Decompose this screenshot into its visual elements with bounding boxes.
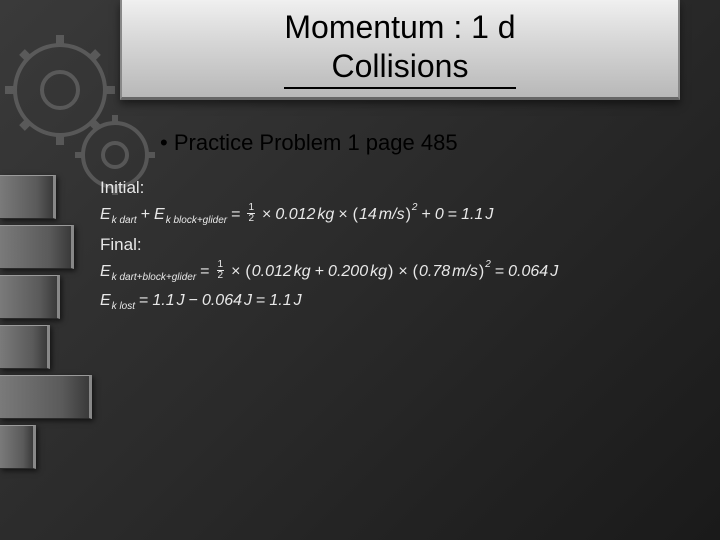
equation-initial: Ek dart + Ek block+glider = 12 × 0.012 k…: [100, 204, 690, 225]
bullet-text: Practice Problem 1 page 485: [174, 130, 458, 155]
equation-lost: Ek lost = 1.1 J − 0.064 J = 1.1 J: [100, 292, 690, 310]
title-line-1: Momentum : 1 d: [284, 9, 515, 45]
final-label: Final:: [100, 235, 690, 255]
content-area: Initial: Ek dart + Ek block+glider = 12 …: [100, 170, 690, 320]
initial-label: Initial:: [100, 178, 690, 198]
title-line-2: Collisions: [332, 48, 469, 84]
equation-final: Ek dart+block+glider = 12 × ( 0.012 kg +…: [100, 261, 690, 282]
bullet-item: • Practice Problem 1 page 485: [160, 130, 458, 156]
title-bar: Momentum : 1 d Collisions: [120, 0, 680, 100]
slide-title: Momentum : 1 d Collisions: [284, 8, 515, 89]
